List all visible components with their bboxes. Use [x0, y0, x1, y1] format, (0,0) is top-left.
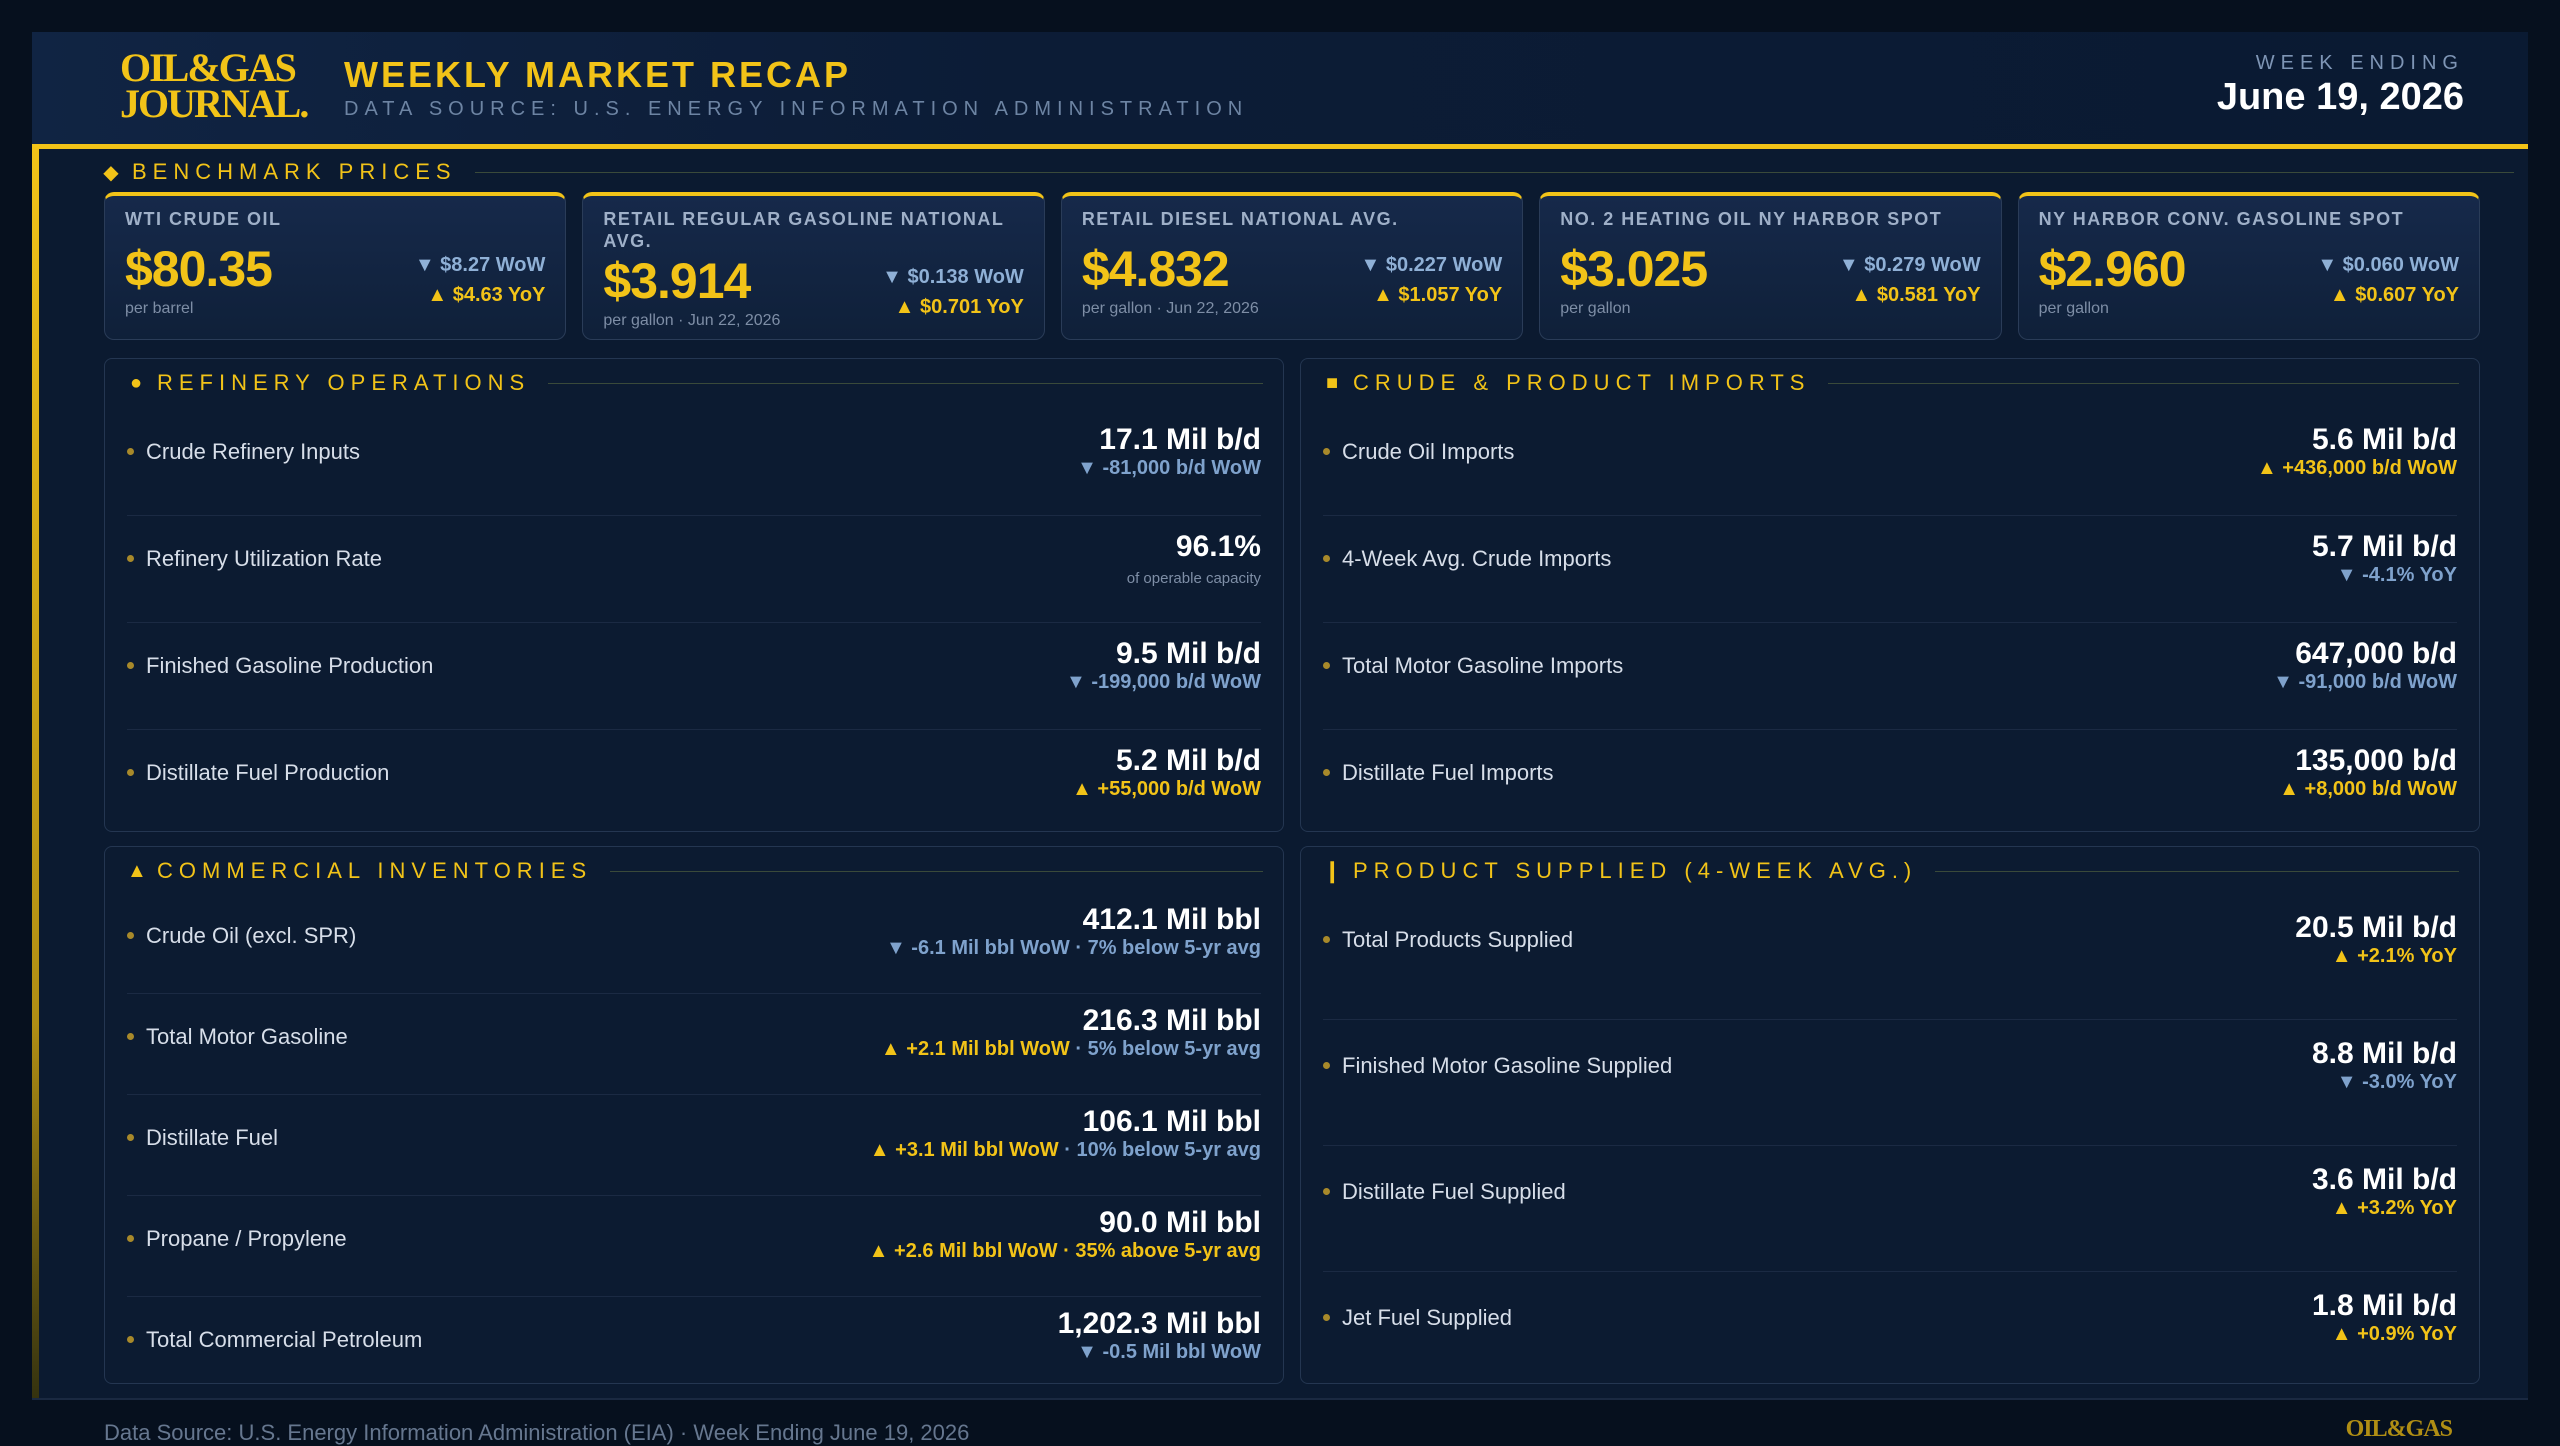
heading-rule: [1935, 870, 2459, 872]
diamond-icon: ◆: [103, 161, 119, 184]
week-ending-date: June 19, 2026: [2216, 76, 2464, 118]
refinery-operations-panel: ● REFINERY OPERATIONS Crude Refinery Inp…: [104, 358, 1284, 832]
heading-rule: [548, 382, 1263, 384]
benchmark-cards: WTI CRUDE OIL $80.35 per barrel ▼ $8.27 …: [104, 192, 2481, 342]
triangle-icon: ▲: [127, 859, 147, 882]
header-divider: [32, 144, 2528, 149]
footer-divider: [32, 1398, 2528, 1400]
dashboard-frame: OIL&GAS JOURNAL. WEEKLY MARKET RECAP DAT…: [32, 32, 2528, 1400]
imports-row: Crude Oil Imports 5.6 Mil b/d ▲ +436,000…: [1323, 409, 2457, 516]
heading-rule: [474, 171, 2514, 173]
imports-row: 4-Week Avg. Crude Imports 5.7 Mil b/d ▼ …: [1323, 516, 2457, 623]
imports-panel: ■ CRUDE & PRODUCT IMPORTS Crude Oil Impo…: [1300, 358, 2480, 832]
benchmark-heading: ◆ BENCHMARK PRICES: [102, 158, 2514, 186]
inventory-row: Distillate Fuel 106.1 Mil bbl ▲ +3.1 Mil…: [127, 1095, 1261, 1196]
benchmark-card-wti: WTI CRUDE OIL $80.35 per barrel ▼ $8.27 …: [104, 192, 567, 340]
refinery-row: Refinery Utilization Rate 96.1% of opera…: [127, 516, 1261, 623]
inventory-row: Propane / Propylene 90.0 Mil bbl ▲ +2.6 …: [127, 1196, 1261, 1297]
supplied-row: Finished Motor Gasoline Supplied 8.8 Mil…: [1323, 1023, 2457, 1147]
bar-icon: ❙: [1323, 858, 1342, 883]
oil-gas-journal-logo: OIL&GAS JOURNAL.: [120, 45, 309, 126]
circle-icon: ●: [129, 371, 143, 394]
supplied-row: Total Products Supplied 20.5 Mil b/d ▲ +…: [1323, 897, 2457, 1021]
footer-source-text: Data Source: U.S. Energy Information Adm…: [104, 1420, 970, 1445]
commercial-inventories-panel: ▲ COMMERCIAL INVENTORIES Crude Oil (excl…: [104, 846, 1284, 1384]
refinery-row: Finished Gasoline Production 9.5 Mil b/d…: [127, 623, 1261, 730]
supplied-row: Distillate Fuel Supplied 3.6 Mil b/d ▲ +…: [1323, 1149, 2457, 1273]
refinery-row: Distillate Fuel Production 5.2 Mil b/d ▲…: [127, 730, 1261, 836]
heading-rule: [1828, 382, 2459, 384]
header-bar: OIL&GAS JOURNAL. WEEKLY MARKET RECAP DAT…: [32, 32, 2528, 144]
supplied-row: Jet Fuel Supplied 1.8 Mil b/d ▲ +0.9% Yo…: [1323, 1275, 2457, 1381]
benchmark-card-heating-oil: NO. 2 HEATING OIL NY HARBOR SPOT $3.025 …: [1539, 192, 2002, 340]
benchmark-card-diesel: RETAIL DIESEL NATIONAL AVG. $4.832 per g…: [1060, 192, 1524, 340]
refinery-row: Crude Refinery Inputs 17.1 Mil b/d ▼ -81…: [127, 409, 1261, 516]
supplied-heading: ❙ PRODUCT SUPPLIED (4-WEEK AVG.): [1323, 857, 2459, 885]
imports-row: Distillate Fuel Imports 135,000 b/d ▲ +8…: [1323, 730, 2457, 836]
inventory-row: Total Motor Gasoline 216.3 Mil bbl ▲ +2.…: [127, 994, 1261, 1095]
benchmark-card-gasoline: RETAIL REGULAR GASOLINE NATIONAL AVG. $3…: [582, 192, 1045, 340]
week-ending-label: WEEK ENDING: [2255, 52, 2464, 74]
refinery-heading: ● REFINERY OPERATIONS: [127, 369, 1263, 397]
left-accent-bar: [32, 144, 39, 1400]
inventories-heading: ▲ COMMERCIAL INVENTORIES: [127, 857, 1263, 885]
page-title: WEEKLY MARKET RECAP: [344, 54, 852, 95]
inventory-row: Crude Oil (excl. SPR) 412.1 Mil bbl ▼ -6…: [127, 893, 1261, 994]
square-icon: ■: [1325, 371, 1339, 394]
benchmark-card-ny-harbor-gasoline: NY HARBOR CONV. GASOLINE SPOT $2.960 per…: [2017, 192, 2481, 340]
heading-rule: [610, 870, 1263, 872]
page-subtitle: DATA SOURCE: U.S. ENERGY INFORMATION ADM…: [344, 98, 1249, 120]
inventory-row: Total Commercial Petroleum 1,202.3 Mil b…: [127, 1297, 1261, 1383]
imports-heading: ■ CRUDE & PRODUCT IMPORTS: [1323, 369, 2459, 397]
imports-row: Total Motor Gasoline Imports 647,000 b/d…: [1323, 623, 2457, 730]
product-supplied-panel: ❙ PRODUCT SUPPLIED (4-WEEK AVG.) Total P…: [1300, 846, 2480, 1384]
footer-logo: OIL&GAS: [2345, 1416, 2453, 1442]
